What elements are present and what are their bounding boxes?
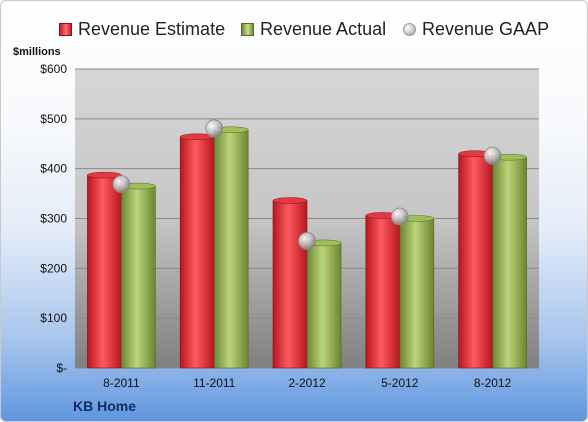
point-revenue-gaap — [483, 146, 502, 165]
legend-swatch-actual — [241, 22, 254, 36]
bar-cap-revenue-estimate — [87, 171, 122, 179]
y-axis-ticks: $- $100 $200 $300 $400 $500 $600 — [40, 62, 67, 375]
x-tick-label: 8-2011 — [103, 376, 140, 390]
y-tick-label: $600 — [40, 62, 67, 76]
bar-revenue-estimate — [458, 153, 493, 369]
bar-revenue-actual — [399, 218, 435, 369]
legend-swatch-estimate — [59, 22, 72, 36]
legend: Revenue Estimate Revenue Actual Revenue … — [1, 17, 587, 41]
bar-revenue-actual — [306, 242, 342, 369]
x-tick-label: 2-2012 — [288, 376, 326, 390]
bar-revenue-actual — [492, 156, 527, 369]
y-tick-label: $500 — [40, 112, 67, 126]
legend-item-estimate: Revenue Estimate — [59, 17, 225, 41]
bar-revenue-estimate — [87, 174, 122, 369]
bar-cap-revenue-estimate — [272, 197, 308, 204]
x-tick-label: 11-2011 — [193, 376, 236, 390]
bar-revenue-estimate — [272, 200, 308, 369]
y-tick-label: $- — [56, 361, 67, 375]
bars — [87, 119, 527, 369]
bar-revenue-estimate — [365, 215, 401, 369]
y-tick-label: $300 — [40, 212, 67, 226]
company-name: KB Home — [73, 398, 137, 414]
y-axis-unit-label: $millions — [13, 46, 61, 58]
legend-label-actual: Revenue Actual — [260, 18, 387, 39]
bar-revenue-estimate — [179, 136, 215, 369]
legend-label-gaap: Revenue GAAP — [422, 18, 550, 39]
point-revenue-gaap — [112, 175, 131, 194]
point-revenue-gaap — [205, 119, 224, 138]
legend-item-actual: Revenue Actual — [241, 17, 386, 41]
point-revenue-gaap — [298, 232, 316, 250]
legend-swatch-gaap — [403, 22, 416, 36]
y-tick-label: $100 — [40, 311, 67, 325]
x-tick-label: 8-2012 — [474, 376, 512, 390]
point-revenue-gaap — [390, 207, 409, 226]
x-axis-ticks: 8-2011 11-2011 2-2012 5-2012 8-2012 — [103, 376, 511, 390]
y-tick-label: $400 — [40, 162, 67, 176]
y-tick-label: $200 — [40, 261, 67, 275]
legend-item-gaap: Revenue GAAP — [403, 17, 549, 41]
bar-revenue-actual — [213, 129, 249, 369]
legend-label-estimate: Revenue Estimate — [78, 18, 226, 39]
bar-revenue-actual — [121, 185, 156, 369]
x-tick-label: 5-2012 — [381, 376, 419, 390]
